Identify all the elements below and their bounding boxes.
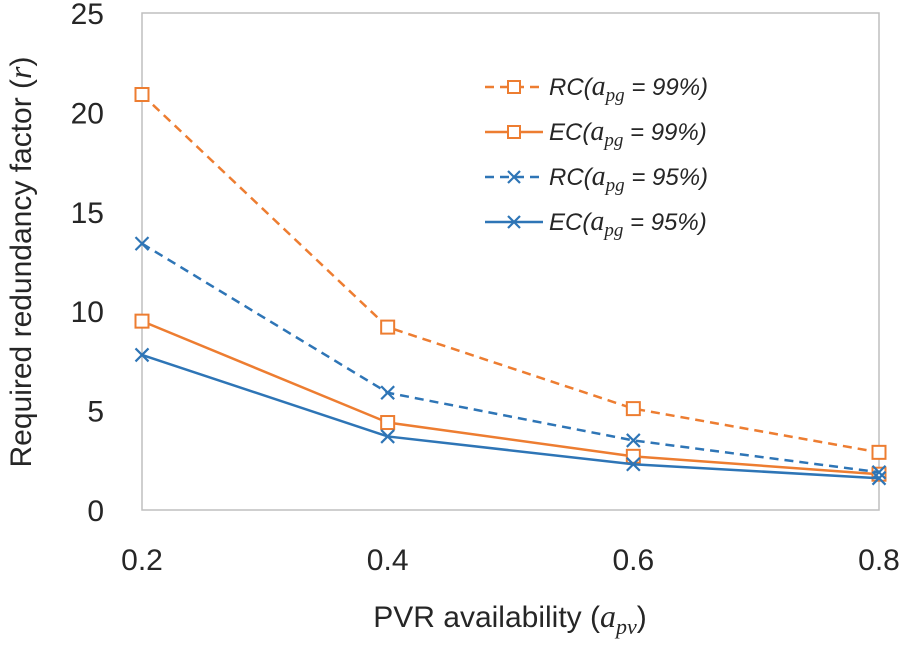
y-tick-label: 25 xyxy=(71,0,104,31)
series-1 xyxy=(134,87,887,460)
legend-label-suffix: = 99%) xyxy=(625,74,708,101)
legend-label-suffix: = 99%) xyxy=(623,119,706,146)
series-point xyxy=(380,429,395,444)
y-axis-title-close: ) xyxy=(5,56,38,66)
legend-label: EC(apg = 95%) xyxy=(549,206,707,241)
x-tick-label: 0.6 xyxy=(612,544,654,577)
x-tick-label: 0.8 xyxy=(858,544,900,577)
series-point xyxy=(507,125,521,139)
series-2 xyxy=(134,313,887,482)
series-point xyxy=(380,319,396,335)
point-x-stroke xyxy=(871,464,887,480)
point-x-stroke xyxy=(380,429,395,444)
legend-label-symbol: a xyxy=(590,206,604,237)
series-line xyxy=(141,353,880,480)
legend-label-suffix: = 95%) xyxy=(625,164,708,191)
point-x-stroke xyxy=(626,433,641,448)
legend-label-symbol: a xyxy=(592,161,606,192)
legend-label: RC(apg = 95%) xyxy=(549,161,708,196)
series-3 xyxy=(134,236,887,480)
x-tick-label: 0.4 xyxy=(367,544,409,577)
legend-label-subscript: pg xyxy=(602,220,623,241)
series-point xyxy=(507,215,521,229)
legend-label-subscript: pg xyxy=(604,85,625,106)
plot-area xyxy=(141,12,880,511)
legend-label-symbol: a xyxy=(590,116,604,147)
series-point xyxy=(507,80,521,94)
x-axis-title-text: PVR availability ( xyxy=(373,601,600,634)
legend-label-prefix: RC( xyxy=(549,164,595,191)
y-tick-label: 0 xyxy=(87,495,104,528)
legend-label-prefix: EC( xyxy=(549,119,593,146)
legend-label-suffix: = 95%) xyxy=(623,209,706,236)
series-point xyxy=(507,170,521,184)
series-point xyxy=(626,456,641,472)
point-x-stroke xyxy=(134,236,150,251)
legend-label-subscript: pg xyxy=(604,175,625,196)
legend-label: RC(apg = 99%) xyxy=(549,71,708,106)
series-point xyxy=(134,236,150,251)
x-axis-title-symbol: a xyxy=(600,598,616,634)
y-tick-label: 5 xyxy=(87,396,104,429)
legend-item: RC(apg = 95%) xyxy=(485,161,708,196)
series-point xyxy=(871,470,887,486)
series-point xyxy=(134,313,150,329)
legend-label-prefix: EC( xyxy=(549,209,593,236)
series-point xyxy=(871,464,887,480)
x-axis-ticks: 0.2 0.4 0.6 0.8 xyxy=(121,544,900,577)
legend-label-subscript: pg xyxy=(602,130,623,151)
x-axis-title: PVR availability (apv) xyxy=(373,598,647,639)
legend-label: EC(apg = 99%) xyxy=(549,116,707,151)
legend-item: RC(apg = 99%) xyxy=(485,71,708,106)
point-x-stroke xyxy=(380,385,395,400)
y-axis-title-text: Required redundancy factor ( xyxy=(5,79,38,468)
legend-item: EC(apg = 99%) xyxy=(485,116,707,151)
point-x-stroke xyxy=(507,215,521,229)
y-axis-title: Required redundancy factor (r) xyxy=(2,56,38,467)
series-point xyxy=(380,385,395,400)
y-tick-label: 10 xyxy=(71,296,104,329)
point-x-stroke xyxy=(507,170,521,184)
series-layer xyxy=(134,87,887,486)
series-line xyxy=(141,242,880,474)
legend-label-prefix: RC( xyxy=(549,74,595,101)
series-point xyxy=(871,444,887,460)
x-tick-label: 0.2 xyxy=(121,544,163,577)
y-axis-title-symbol: r xyxy=(2,66,38,79)
series-point xyxy=(134,87,150,103)
series-point xyxy=(134,347,150,363)
y-tick-label: 15 xyxy=(71,197,104,230)
y-axis-ticks: 0 5 10 15 20 25 xyxy=(71,0,104,528)
series-line xyxy=(141,93,880,454)
series-4 xyxy=(134,347,887,486)
point-x-stroke xyxy=(871,470,887,486)
legend-label-symbol: a xyxy=(592,71,606,102)
legend: RC(apg = 99%)EC(apg = 99%)RC(apg = 95%)E… xyxy=(485,71,708,241)
point-x-stroke xyxy=(134,347,150,363)
series-line xyxy=(141,319,880,476)
x-axis-title-close: ) xyxy=(637,601,647,634)
y-tick-label: 20 xyxy=(71,97,104,130)
legend-item: EC(apg = 95%) xyxy=(485,206,707,241)
series-point xyxy=(625,401,641,417)
point-x-stroke xyxy=(626,456,641,472)
x-axis-title-subscript: pv xyxy=(614,614,637,639)
series-point xyxy=(380,415,396,431)
series-point xyxy=(626,433,641,448)
